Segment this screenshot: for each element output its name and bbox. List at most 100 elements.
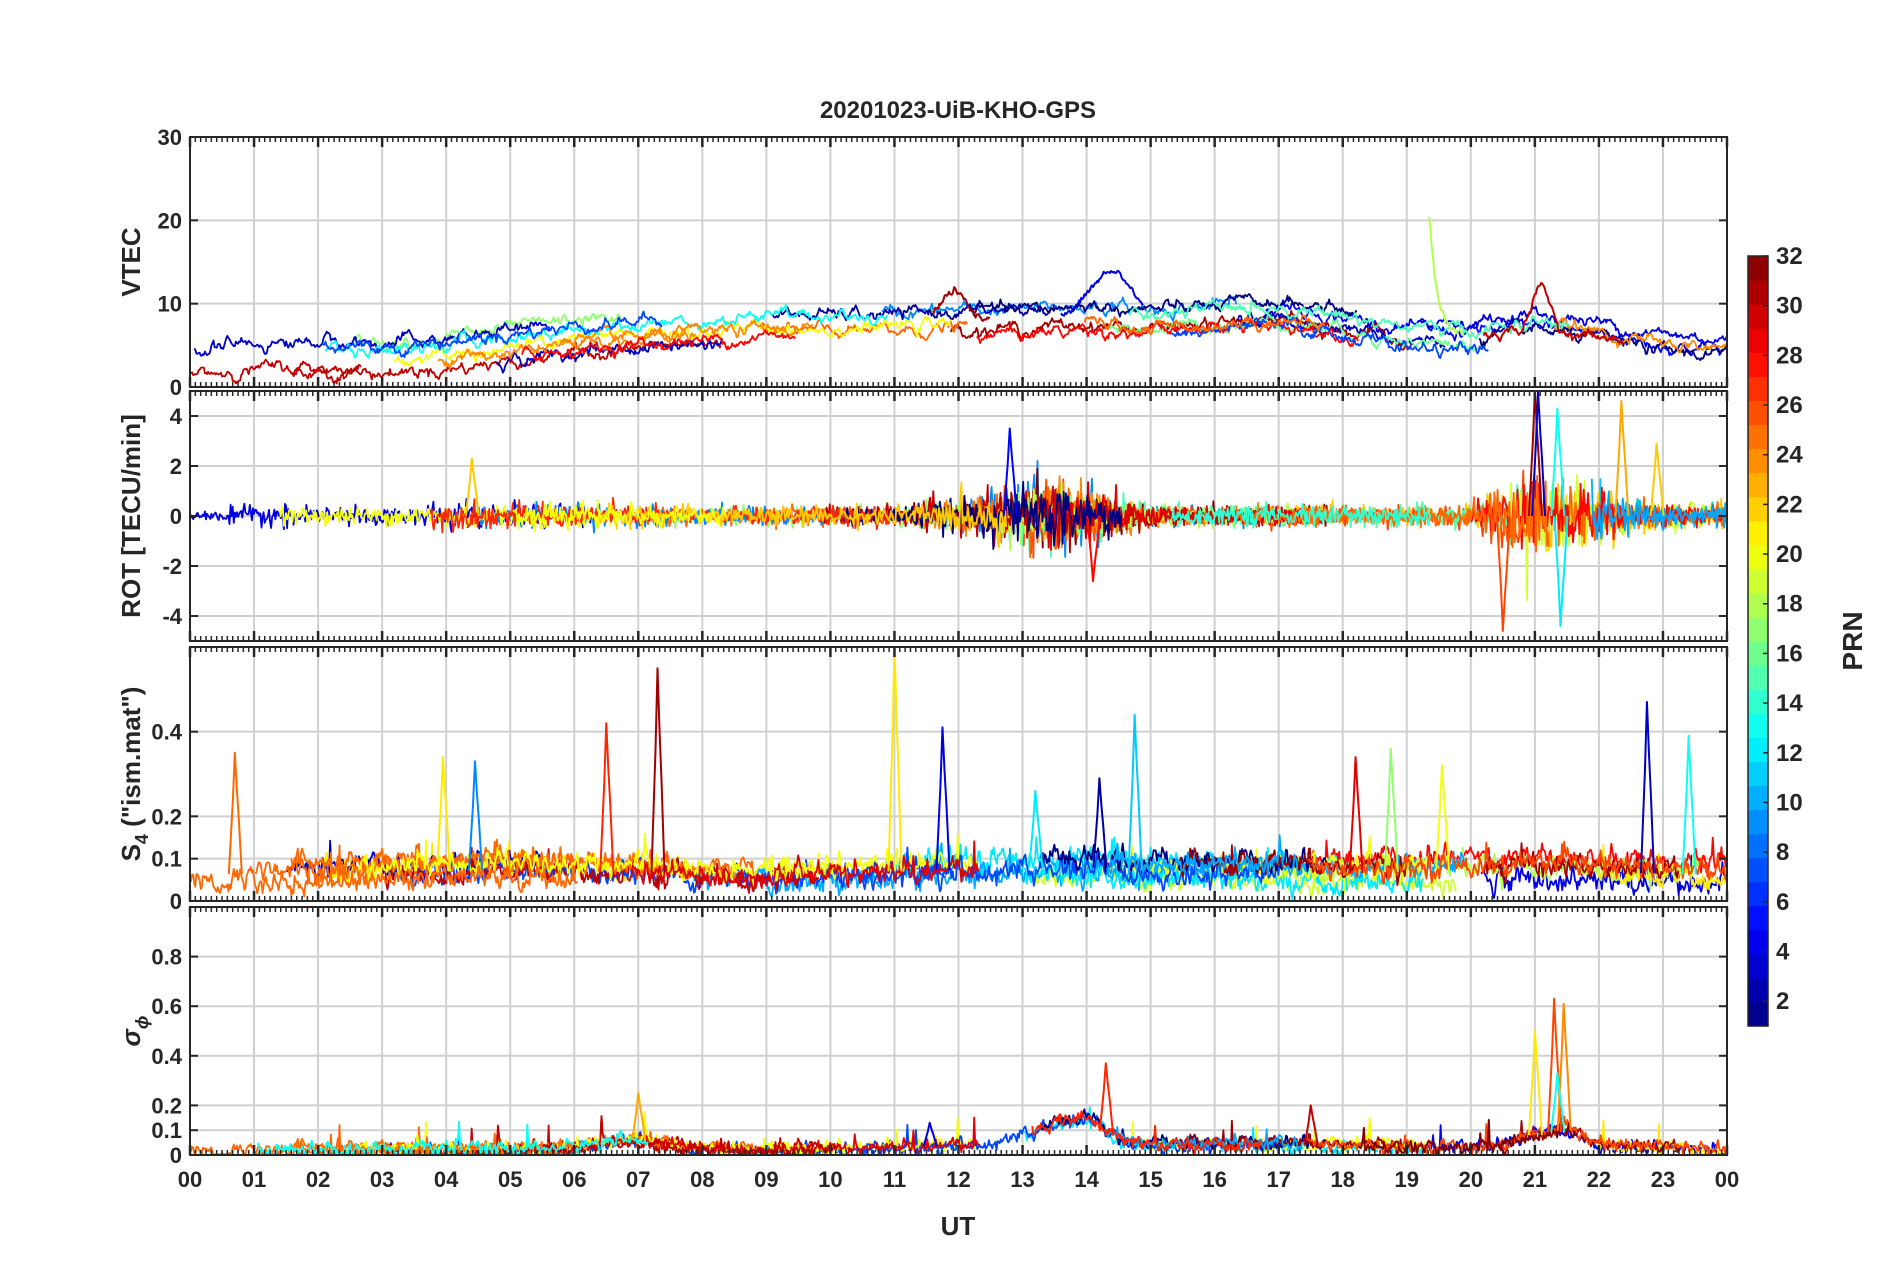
colorbar-segment bbox=[1748, 544, 1768, 570]
trace-prn-26 bbox=[1307, 840, 1727, 885]
trace-prn-30 bbox=[190, 358, 362, 385]
trace-prn-30 bbox=[1482, 281, 1626, 345]
y-axis-label-main: ROT [TECU/min] bbox=[116, 414, 146, 618]
spike-prn-13 bbox=[1550, 1072, 1566, 1132]
y-tick-label: 0.1 bbox=[151, 1118, 182, 1143]
spike-prn-30 bbox=[1303, 1104, 1319, 1146]
colorbar-tick-label: 12 bbox=[1776, 740, 1803, 767]
spike-prn-13 bbox=[1550, 407, 1566, 517]
y-ticks-vtec: 0 10 20 30 bbox=[158, 125, 1727, 400]
x-tick-label: 02 bbox=[306, 1167, 330, 1192]
y-tick-label: -4 bbox=[162, 604, 182, 629]
colorbar-segment bbox=[1748, 448, 1768, 474]
x-tick-label: 13 bbox=[1010, 1167, 1034, 1192]
colorbar-segment bbox=[1748, 256, 1768, 281]
x-tick-label: 14 bbox=[1074, 1167, 1099, 1192]
spike-prn-21 bbox=[435, 756, 451, 872]
colorbar-tick-label: 10 bbox=[1776, 789, 1803, 816]
colorbar-segment bbox=[1748, 424, 1768, 450]
y-tick-label: -2 bbox=[162, 554, 182, 579]
spike-prn-21 bbox=[887, 647, 903, 872]
x-tick-label: 07 bbox=[626, 1167, 650, 1192]
colorbar-segment bbox=[1748, 1001, 1768, 1027]
chart-title: 20201023-UiB-KHO-GPS bbox=[820, 97, 1096, 124]
x-tick-label: 12 bbox=[946, 1167, 970, 1192]
trace-prn-12 bbox=[1023, 857, 1424, 901]
colorbar-segment bbox=[1748, 352, 1768, 377]
trace-prn-29 bbox=[627, 840, 980, 894]
y-axis-label-suffix: ("ism.mat") bbox=[116, 687, 146, 834]
x-tick-label: 06 bbox=[562, 1167, 586, 1192]
colorbar-segment bbox=[1748, 737, 1768, 762]
colorbar-segment bbox=[1748, 665, 1768, 690]
y-axis-label-rot: ROT [TECU/min] bbox=[116, 414, 146, 618]
y-tick-label: 2 bbox=[170, 454, 182, 479]
x-tick-label: 01 bbox=[242, 1167, 266, 1192]
spike-prn-24 bbox=[1556, 1002, 1572, 1131]
trace-prn-25 bbox=[1083, 314, 1326, 336]
x-tick-label: 09 bbox=[754, 1167, 778, 1192]
grid-sigma_phi bbox=[190, 907, 1727, 1155]
x-tick-label: 18 bbox=[1331, 1167, 1355, 1192]
trace-prn-10 bbox=[1104, 842, 1306, 877]
traces-rot bbox=[190, 391, 1727, 632]
spike-prn-3 bbox=[1639, 701, 1655, 874]
y-ticks-sigma_phi: 00.10.2 0.4 0.6 0.8 bbox=[151, 945, 1727, 1168]
colorbar-segment bbox=[1748, 761, 1768, 786]
y-tick-label: 0.4 bbox=[151, 1044, 182, 1069]
y-tick-label: 0.2 bbox=[151, 804, 182, 829]
y-tick-label: 0.2 bbox=[151, 1093, 182, 1118]
colorbar-segment bbox=[1748, 977, 1768, 1003]
y-tick-label: 0 bbox=[170, 504, 182, 529]
colorbar-tick-label: 2 bbox=[1776, 988, 1789, 1015]
y-tick-label: 0.4 bbox=[151, 720, 182, 745]
trace-prn-10 bbox=[1590, 478, 1727, 540]
colorbar-segment bbox=[1748, 472, 1768, 498]
trace-prn-20 bbox=[512, 499, 727, 532]
spike-prn-17 bbox=[1383, 747, 1399, 872]
trace-prn-7 bbox=[321, 310, 663, 359]
colorbar-segment bbox=[1748, 616, 1768, 642]
y-axis-label-main: VTEC bbox=[116, 227, 146, 297]
trace-prn-15 bbox=[1128, 298, 1570, 340]
colorbar-tick-label: 30 bbox=[1776, 293, 1803, 320]
x-tick-label: 19 bbox=[1395, 1167, 1419, 1192]
grid-rot bbox=[190, 391, 1727, 641]
spike-prn-31 bbox=[1527, 391, 1543, 517]
x-tick-label: 23 bbox=[1651, 1167, 1675, 1192]
panel-s4: 00.10.20.4S4 ("ism.mat") bbox=[116, 646, 1729, 914]
spike-prn-21 bbox=[1527, 1030, 1543, 1136]
y-axis-label-sub: 4 bbox=[132, 834, 152, 844]
y-tick-label: 0 bbox=[170, 889, 182, 914]
y-tick-label: 10 bbox=[158, 292, 182, 317]
y-tick-label: 0.6 bbox=[151, 994, 182, 1019]
x-tick-label: 10 bbox=[818, 1167, 842, 1192]
colorbar-segment bbox=[1748, 689, 1768, 714]
trace-prn-2 bbox=[771, 299, 1056, 322]
trace-prn-31 bbox=[932, 286, 991, 322]
trace-prn-14 bbox=[1171, 500, 1432, 529]
colorbar-segment bbox=[1748, 520, 1768, 546]
x-tick-label: 00 bbox=[178, 1167, 202, 1192]
trace-prn-13 bbox=[256, 1120, 649, 1155]
x-axis-label: UT bbox=[941, 1211, 976, 1241]
trace-prn-18 bbox=[1199, 846, 1701, 891]
spike-prn-23 bbox=[1614, 400, 1630, 517]
x-tick-label: 15 bbox=[1138, 1167, 1162, 1192]
colorbar-segment bbox=[1748, 400, 1768, 426]
colorbar-segment bbox=[1748, 304, 1768, 329]
trace-prn-22 bbox=[596, 481, 1008, 549]
colorbar-segment bbox=[1748, 568, 1768, 594]
y-axis-label-vtec: VTEC bbox=[116, 227, 146, 297]
spike-prn-9 bbox=[467, 760, 483, 871]
colorbar-tick-label: 16 bbox=[1776, 640, 1803, 667]
grid-vtec bbox=[190, 137, 1727, 387]
trace-prn-18 bbox=[1428, 216, 1466, 337]
x-tick-label: 21 bbox=[1523, 1167, 1547, 1192]
colorbar-tick-label: 6 bbox=[1776, 889, 1789, 916]
trace-prn-27 bbox=[1031, 1110, 1262, 1155]
trace-prn-1 bbox=[968, 293, 1358, 318]
spike-prn-12 bbox=[1553, 515, 1569, 627]
spike-prn-26 bbox=[1495, 515, 1511, 632]
